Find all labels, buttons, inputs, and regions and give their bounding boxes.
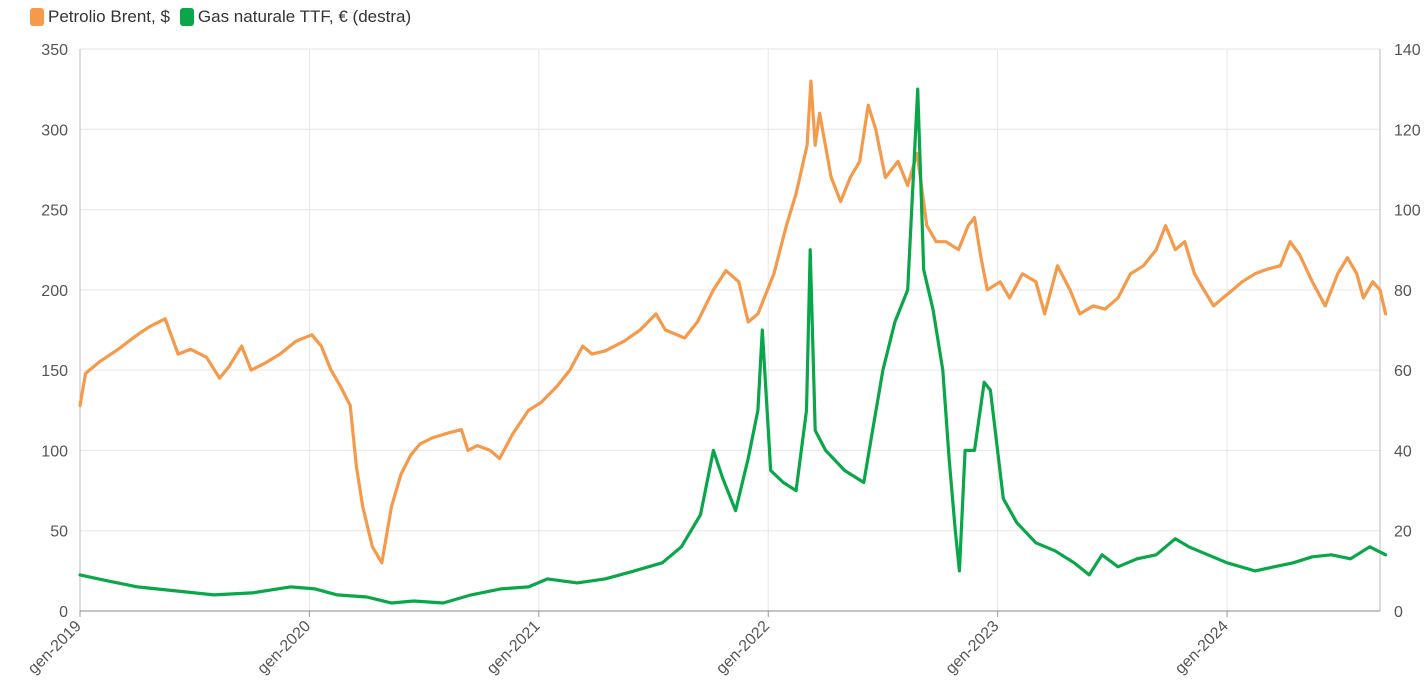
x-tick-gen-2021: gen-2021 <box>484 618 544 678</box>
y-left-tick-50: 50 <box>50 524 68 541</box>
y-left-tick-0: 0 <box>59 604 68 621</box>
legend: Petrolio Brent, $ Gas naturale TTF, € (d… <box>30 5 411 29</box>
legend-item-brent[interactable]: Petrolio Brent, $ <box>30 7 170 27</box>
y-right-tick-120: 120 <box>1394 122 1421 139</box>
legend-label-ttf: Gas naturale TTF, € (destra) <box>197 7 412 26</box>
y-left-tick-300: 300 <box>41 122 68 139</box>
legend-label-brent: Petrolio Brent, $ <box>48 7 170 26</box>
y-right-tick-0: 0 <box>1394 604 1403 621</box>
x-tick-gen-2022: gen-2022 <box>713 618 773 678</box>
legend-swatch-brent <box>30 8 44 26</box>
y-right-tick-40: 40 <box>1394 443 1412 460</box>
y-left-tick-250: 250 <box>41 203 68 220</box>
legend-swatch-ttf <box>179 8 194 26</box>
y-left-tick-100: 100 <box>41 443 68 460</box>
y-right-tick-140: 140 <box>1394 42 1421 59</box>
y-left-tick-150: 150 <box>41 363 68 380</box>
x-tick-gen-2023: gen-2023 <box>943 618 1003 678</box>
series-line-ttf <box>78 87 1388 605</box>
y-left-tick-200: 200 <box>41 283 68 300</box>
x-tick-gen-2020: gen-2020 <box>254 618 314 678</box>
y-left-tick-350: 350 <box>41 42 68 59</box>
y-right-tick-60: 60 <box>1394 363 1412 380</box>
y-right-tick-20: 20 <box>1394 524 1412 541</box>
series-line-brent <box>78 79 1388 565</box>
legend-item-ttf[interactable]: Gas naturale TTF, € (destra) <box>179 7 412 27</box>
y-right-tick-100: 100 <box>1394 203 1421 220</box>
x-tick-gen-2019: gen-2019 <box>25 618 85 678</box>
y-right-tick-80: 80 <box>1394 283 1412 300</box>
x-tick-gen-2024: gen-2024 <box>1172 618 1232 678</box>
